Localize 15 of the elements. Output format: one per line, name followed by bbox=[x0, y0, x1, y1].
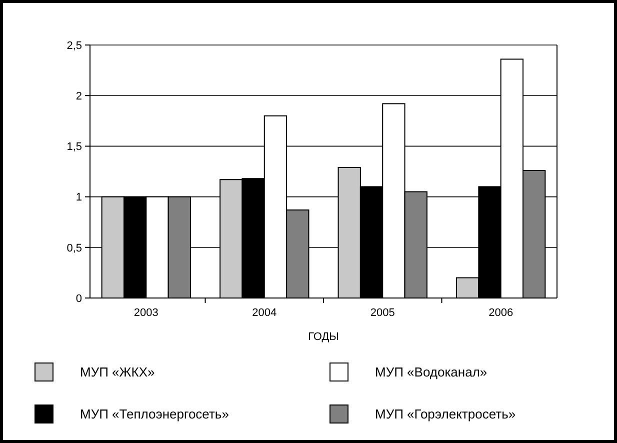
legend-label: МУП «Теплоэнергосеть» bbox=[80, 406, 229, 422]
y-tick-label: 0 bbox=[76, 292, 82, 305]
y-tick-label: 2,5 bbox=[66, 40, 82, 52]
y-tick-label: 1 bbox=[76, 192, 82, 204]
y-tick-label: 2 bbox=[76, 90, 82, 102]
legend-label: МУП «Водоканал» bbox=[375, 364, 488, 380]
x-tick-label: 2003 bbox=[134, 307, 158, 319]
x-tick-label: 2004 bbox=[252, 307, 277, 319]
y-tick-label: 1,5 bbox=[66, 141, 82, 154]
legend-label: МУП «Горэлектросеть» bbox=[375, 406, 516, 422]
legend-label: МУП «ЖКХ» bbox=[80, 364, 155, 380]
x-axis-title: ГОДЫ bbox=[308, 331, 339, 343]
x-tick-label: 2006 bbox=[488, 307, 514, 319]
y-tick-label: 0,5 bbox=[66, 242, 82, 254]
x-tick-label: 2005 bbox=[370, 307, 395, 319]
